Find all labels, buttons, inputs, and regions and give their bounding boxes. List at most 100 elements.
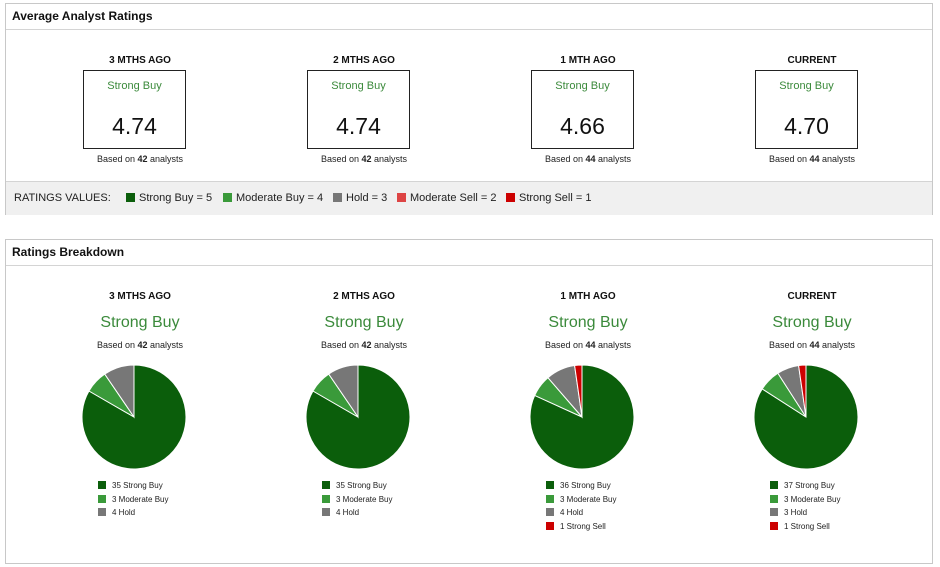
legend-label: 37 Strong Buy	[784, 481, 835, 490]
period-label: 2 MTHS AGO	[333, 55, 395, 66]
ratings-values-label: RATINGS VALUES:	[14, 192, 111, 204]
legend-label: 3 Moderate Buy	[112, 494, 169, 504]
legend-swatch	[546, 494, 554, 503]
legend-label: 35 Strong Buy	[112, 481, 163, 490]
legend-item-strong-sell: Strong Sell = 1	[506, 192, 591, 204]
analyst-count: 44	[585, 340, 596, 350]
legend-swatch	[322, 508, 330, 516]
legend-label: 3 Moderate Buy	[784, 494, 841, 504]
pie-legend-item-strong-buy: 37 Strong Buy	[770, 479, 840, 493]
rating-label: Strong Buy	[324, 314, 404, 331]
pie-slice-hold	[104, 364, 135, 419]
legend-label: 1 Strong Sell	[560, 521, 606, 531]
period-label: 3 MTHS AGO	[109, 291, 171, 302]
pie-legend-item-moderate-buy: 3 Moderate Buy	[98, 493, 168, 507]
ratings-values-legend: RATINGS VALUES: Strong Buy = 5 Moderate …	[6, 181, 932, 215]
legend-label: 3 Moderate Buy	[336, 494, 393, 504]
legend-swatch	[126, 193, 135, 202]
legend-swatch	[506, 193, 515, 202]
period-label: 1 MTH AGO	[560, 55, 616, 66]
pie-legend: 35 Strong Buy 3 Moderate Buy 4 Hold	[322, 479, 392, 520]
legend-swatch	[770, 494, 778, 503]
pie-chart	[81, 364, 187, 470]
pie-chart	[753, 364, 859, 470]
pie-legend-item-hold: 3 Hold	[770, 506, 840, 520]
score-box: Strong Buy 4.74	[307, 70, 410, 149]
based-on-text: Based on 42 analysts	[320, 340, 408, 350]
legend-swatch	[333, 193, 342, 202]
rating-label: Strong Buy	[779, 80, 834, 92]
analyst-count: 42	[137, 340, 148, 350]
legend-label: 3 Hold	[784, 508, 808, 517]
legend-item-strong-buy: Strong Buy = 5	[126, 192, 212, 204]
pie-legend-item-hold: 4 Hold	[98, 506, 168, 520]
based-on-text: Based on 44 analysts	[544, 154, 632, 164]
period-label: 1 MTH AGO	[560, 291, 616, 302]
pie-legend-item-moderate-buy: 3 Moderate Buy	[546, 493, 616, 507]
analyst-count: 44	[809, 154, 820, 164]
legend-swatch	[546, 521, 554, 530]
period-label: CURRENT	[787, 55, 837, 66]
panel-title: Ratings Breakdown	[6, 240, 932, 266]
score-value: 4.70	[784, 113, 829, 139]
legend-swatch	[322, 494, 330, 503]
legend-label: 36 Strong Buy	[560, 481, 611, 490]
legend-label: 35 Strong Buy	[336, 481, 387, 490]
legend-label: 1 Strong Sell	[784, 521, 830, 531]
legend-item-moderate-buy: Moderate Buy = 4	[223, 192, 323, 204]
based-on-text: Based on 42 analysts	[96, 340, 184, 350]
pie-slice-strong-buy	[753, 364, 859, 470]
legend-swatch	[98, 494, 106, 503]
average-analyst-ratings-panel: Average Analyst Ratings 3 MTHS AGO Stron…	[5, 3, 933, 215]
legend-swatch	[546, 508, 554, 516]
legend-swatch	[322, 481, 330, 489]
pie-legend-item-strong-sell: 1 Strong Sell	[770, 520, 840, 534]
pie-legend: 36 Strong Buy 3 Moderate Buy 4 Hold 1 Stron…	[546, 479, 616, 533]
pie-legend: 37 Strong Buy 3 Moderate Buy 3 Hold 1 Stron…	[770, 479, 840, 533]
pie-slice-hold	[328, 364, 359, 419]
based-on-text: Based on 44 analysts	[768, 154, 856, 164]
based-on-text: Based on 42 analysts	[96, 154, 184, 164]
analyst-count: 42	[361, 340, 372, 350]
based-on-text: Based on 44 analysts	[768, 340, 856, 350]
based-on-text: Based on 44 analysts	[544, 340, 632, 350]
score-value: 4.74	[336, 113, 381, 139]
pie-legend-item-strong-sell: 1 Strong Sell	[546, 520, 616, 534]
score-box: Strong Buy 4.74	[83, 70, 186, 149]
pie-slice-strong-sell	[574, 364, 583, 418]
score-value: 4.66	[560, 113, 605, 139]
ratings-breakdown-panel: Ratings Breakdown 3 MTHS AGO Strong Buy …	[5, 239, 933, 564]
pie-legend-item-hold: 4 Hold	[546, 506, 616, 520]
legend-swatch	[770, 481, 778, 489]
rating-label: Strong Buy	[331, 80, 386, 92]
legend-swatch	[770, 508, 778, 516]
legend-item-moderate-sell: Moderate Sell = 2	[397, 192, 497, 204]
analyst-count: 44	[809, 340, 820, 350]
period-label: 2 MTHS AGO	[333, 291, 395, 302]
legend-swatch	[223, 193, 232, 202]
legend-label: 4 Hold	[336, 508, 360, 517]
analyst-count: 42	[361, 154, 372, 164]
pie-legend: 35 Strong Buy 3 Moderate Buy 4 Hold	[98, 479, 168, 520]
analyst-count: 42	[137, 154, 148, 164]
score-box: Strong Buy 4.70	[755, 70, 858, 149]
pie-legend-item-strong-buy: 36 Strong Buy	[546, 479, 616, 493]
legend-swatch	[397, 193, 406, 202]
score-box: Strong Buy 4.66	[531, 70, 634, 149]
legend-swatch	[98, 508, 106, 516]
legend-label: 3 Moderate Buy	[560, 494, 617, 504]
rating-label: Strong Buy	[100, 314, 180, 331]
legend-label: 4 Hold	[560, 508, 584, 517]
legend-label: 4 Hold	[112, 508, 136, 517]
legend-swatch	[98, 481, 106, 489]
rating-label: Strong Buy	[548, 314, 628, 331]
pie-chart	[529, 364, 635, 470]
pie-slice-strong-sell	[798, 364, 807, 418]
legend-item-hold: Hold = 3	[333, 192, 387, 204]
pie-legend-item-strong-buy: 35 Strong Buy	[322, 479, 392, 493]
rating-label: Strong Buy	[555, 80, 610, 92]
legend-swatch	[770, 521, 778, 530]
legend-swatch	[546, 481, 554, 489]
period-label: 3 MTHS AGO	[109, 55, 171, 66]
pie-legend-item-moderate-buy: 3 Moderate Buy	[322, 493, 392, 507]
